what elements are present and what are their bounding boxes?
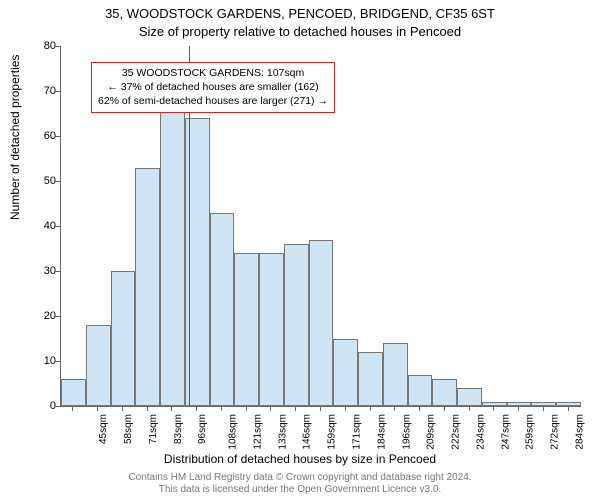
x-tick-mark bbox=[568, 406, 569, 411]
chart-title-sub: Size of property relative to detached ho… bbox=[0, 24, 600, 39]
annot-line2: ← 37% of detached houses are smaller (16… bbox=[98, 80, 328, 94]
x-tick-mark bbox=[122, 406, 123, 411]
x-tick-label: 45sqm bbox=[98, 414, 109, 444]
x-tick-label: 259sqm bbox=[525, 414, 536, 450]
y-tick-label: 0 bbox=[36, 400, 56, 412]
x-tick-label: 272sqm bbox=[550, 414, 561, 450]
histogram-bar bbox=[531, 402, 556, 407]
x-tick-mark bbox=[419, 406, 420, 411]
histogram-bar bbox=[333, 339, 358, 407]
annot-line1: 35 WOODSTOCK GARDENS: 107sqm bbox=[98, 66, 328, 80]
x-tick-label: 196sqm bbox=[401, 414, 412, 450]
x-tick-label: 133sqm bbox=[277, 414, 288, 450]
x-tick-label: 247sqm bbox=[500, 414, 511, 450]
x-tick-label: 159sqm bbox=[327, 414, 338, 450]
x-tick-mark bbox=[147, 406, 148, 411]
x-tick-mark bbox=[270, 406, 271, 411]
histogram-bar bbox=[556, 402, 581, 407]
x-tick-label: 146sqm bbox=[302, 414, 313, 450]
x-tick-label: 121sqm bbox=[253, 414, 264, 450]
x-tick-mark bbox=[493, 406, 494, 411]
histogram-bar bbox=[432, 379, 457, 406]
histogram-bar bbox=[61, 379, 86, 406]
histogram-bar bbox=[408, 375, 433, 407]
histogram-bar bbox=[234, 253, 259, 406]
x-tick-label: 108sqm bbox=[228, 414, 239, 450]
histogram-bar bbox=[210, 213, 235, 407]
x-tick-mark bbox=[246, 406, 247, 411]
y-tick-label: 10 bbox=[36, 355, 56, 367]
x-tick-label: 96sqm bbox=[197, 414, 208, 444]
chart-container: 35, WOODSTOCK GARDENS, PENCOED, BRIDGEND… bbox=[0, 0, 600, 500]
histogram-bar bbox=[383, 343, 408, 406]
annot-line3: 62% of semi-detached houses are larger (… bbox=[98, 94, 328, 108]
x-tick-mark bbox=[370, 406, 371, 411]
x-tick-label: 284sqm bbox=[574, 414, 585, 450]
x-tick-mark bbox=[518, 406, 519, 411]
y-tick-label: 40 bbox=[36, 220, 56, 232]
y-tick-label: 60 bbox=[36, 130, 56, 142]
x-tick-mark bbox=[196, 406, 197, 411]
x-tick-label: 184sqm bbox=[376, 414, 387, 450]
y-tick-label: 80 bbox=[36, 40, 56, 52]
x-tick-label: 58sqm bbox=[123, 414, 134, 444]
y-tick-label: 30 bbox=[36, 265, 56, 277]
x-tick-mark bbox=[72, 406, 73, 411]
histogram-bar bbox=[86, 325, 111, 406]
x-tick-label: 171sqm bbox=[352, 414, 363, 450]
x-tick-mark bbox=[444, 406, 445, 411]
y-axis-label: Number of detached properties bbox=[8, 55, 22, 220]
y-tick-label: 20 bbox=[36, 310, 56, 322]
x-tick-label: 83sqm bbox=[173, 414, 184, 444]
footer-line2: This data is licensed under the Open Gov… bbox=[0, 484, 600, 496]
x-tick-mark bbox=[543, 406, 544, 411]
annotation-box: 35 WOODSTOCK GARDENS: 107sqm ← 37% of de… bbox=[91, 62, 335, 113]
histogram-bar bbox=[309, 240, 334, 407]
histogram-bar bbox=[135, 168, 160, 407]
x-tick-mark bbox=[97, 406, 98, 411]
x-tick-mark bbox=[345, 406, 346, 411]
x-tick-label: 71sqm bbox=[148, 414, 159, 444]
plot-area: 35 WOODSTOCK GARDENS: 107sqm ← 37% of de… bbox=[60, 46, 581, 407]
x-axis-label: Distribution of detached houses by size … bbox=[0, 452, 600, 466]
footer-attribution: Contains HM Land Registry data © Crown c… bbox=[0, 472, 600, 496]
histogram-bar bbox=[111, 271, 136, 406]
histogram-bar bbox=[259, 253, 284, 406]
x-tick-label: 222sqm bbox=[451, 414, 462, 450]
x-tick-mark bbox=[320, 406, 321, 411]
x-tick-mark bbox=[469, 406, 470, 411]
y-tick-label: 50 bbox=[36, 175, 56, 187]
footer-line1: Contains HM Land Registry data © Crown c… bbox=[0, 472, 600, 484]
x-tick-mark bbox=[221, 406, 222, 411]
histogram-bar bbox=[457, 388, 482, 406]
x-tick-label: 209sqm bbox=[426, 414, 437, 450]
y-tick-label: 70 bbox=[36, 85, 56, 97]
histogram-bar bbox=[358, 352, 383, 406]
x-tick-mark bbox=[171, 406, 172, 411]
histogram-bar bbox=[284, 244, 309, 406]
x-tick-mark bbox=[394, 406, 395, 411]
histogram-bar bbox=[160, 105, 185, 407]
x-tick-mark bbox=[295, 406, 296, 411]
chart-title-main: 35, WOODSTOCK GARDENS, PENCOED, BRIDGEND… bbox=[0, 6, 600, 21]
x-tick-label: 234sqm bbox=[475, 414, 486, 450]
